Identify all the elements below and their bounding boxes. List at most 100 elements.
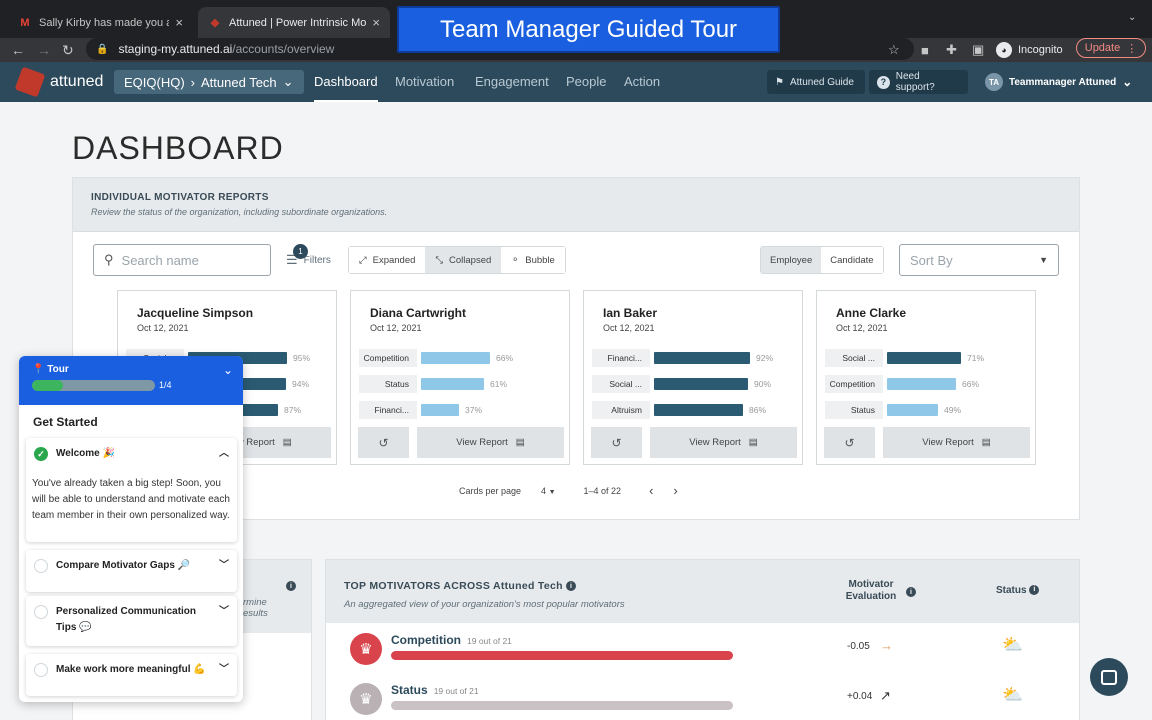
tab-title: Sally Kirby has made you a Tea [39, 16, 170, 29]
info-icon[interactable]: i [566, 581, 577, 592]
chevron-down-icon[interactable]: ﹀ [219, 606, 229, 617]
need-support-button[interactable]: ? Need support? [869, 70, 968, 94]
close-icon[interactable]: × [175, 15, 183, 30]
filter-count-badge: 1 [293, 244, 308, 259]
view-collapsed-button[interactable]: ⤡ Collapsed [425, 247, 502, 273]
org-selector[interactable]: EQIQ(HQ) › Attuned Tech ⌄ [114, 70, 304, 94]
view-report-button[interactable]: View Report ▤ [650, 427, 797, 458]
next-page-icon[interactable]: › [673, 483, 678, 498]
history-button[interactable]: ↺ [591, 427, 642, 458]
info-icon[interactable]: i [906, 587, 916, 597]
view-report-button[interactable]: View Report ▤ [417, 427, 564, 458]
report-card[interactable]: Anne Clarke Oct 12, 2021 Social ... 71% Comp… [816, 290, 1036, 465]
card-footer: ↺ View Report ▤ [358, 427, 564, 458]
chevron-down-icon: ⌄ [1122, 75, 1133, 89]
browser-tab-attuned[interactable]: ◆ Attuned | Power Intrinsic Motiv × [198, 7, 390, 38]
filters-button[interactable]: ☰ 1 Filters [286, 244, 331, 268]
nav-engagement[interactable]: Engagement [475, 74, 549, 89]
sidepanel-icon[interactable]: ▣ [972, 42, 985, 57]
tour-label: 📍 Tour [32, 364, 69, 375]
panel-header: INDIVIDUAL MOTIVATOR REPORTS Review the … [73, 178, 1079, 232]
tab-search-icon[interactable]: ⌄ [1128, 12, 1137, 23]
motivator-label: Altruism [592, 401, 650, 419]
tour-header: 📍 Tour ⌄ 1/4 [19, 356, 243, 405]
view-report-button[interactable]: View Report ▤ [883, 427, 1030, 458]
caret-down-icon: ▼ [548, 488, 556, 496]
extension-icon[interactable]: ■ [921, 42, 929, 58]
panel-title: INDIVIDUAL MOTIVATOR REPORTS [91, 192, 269, 203]
tour-step[interactable]: Personalized Communication Tips 💬 ﹀ [26, 596, 237, 646]
step-header: Personalized Communication Tips 💬 ﹀ [34, 604, 229, 636]
incognito-indicator[interactable]: ◕ Incognito [996, 38, 1063, 62]
motivator-bar [391, 651, 733, 660]
chevron-up-icon[interactable]: ︿ [219, 448, 229, 459]
report-card[interactable]: Ian Baker Oct 12, 2021 Financi... 92% Social… [583, 290, 803, 465]
reload-icon[interactable]: ↻ [62, 42, 74, 58]
top-motivator-row[interactable]: ♛ Competition 19 out of 21 -0.05 → ⛅ [350, 633, 1070, 669]
motivator-bar [887, 378, 956, 390]
top-motivators-subtitle: An aggregated view of your organization'… [344, 599, 625, 610]
history-button[interactable]: ↺ [824, 427, 875, 458]
nav-action[interactable]: Action [624, 74, 661, 89]
chevron-down-icon[interactable]: ﹀ [219, 560, 229, 571]
search-input[interactable] [121, 252, 252, 268]
user-menu[interactable]: TA Teammanager Attuned ⌄ [985, 70, 1132, 94]
candidate-toggle[interactable]: Candidate [821, 247, 883, 273]
view-bubble-button[interactable]: ⚬ Bubble [501, 247, 565, 273]
nav-dashboard[interactable]: Dashboard [314, 62, 378, 102]
history-icon: ↺ [611, 435, 622, 450]
attuned-logo[interactable]: attuned [14, 66, 103, 98]
motivator-label: Status [825, 401, 883, 419]
info-icon[interactable]: i [1029, 585, 1040, 596]
employee-candidate-toggle: Employee Candidate [760, 246, 884, 274]
nav-motivation[interactable]: Motivation [395, 74, 455, 89]
motivator-name: Competition 19 out of 21 [391, 633, 512, 647]
update-button[interactable]: Update ⋮ [1076, 38, 1146, 58]
chevron-down-icon[interactable]: ﹀ [219, 664, 229, 675]
col-eval-label: Motivator Evaluation [845, 579, 897, 602]
employee-toggle[interactable]: Employee [761, 247, 822, 273]
collapse-tour-icon[interactable]: ⌄ [223, 363, 234, 377]
cards-per-page-value: 4 [541, 485, 547, 496]
tour-step[interactable]: Make work more meaningful 💪 ﹀ [26, 654, 237, 696]
motivator-name: Status 19 out of 21 [391, 683, 479, 697]
report-card[interactable]: Diana Cartwright Oct 12, 2021 Competition 6… [350, 290, 570, 465]
pagination: Cards per page 4 ▼ 1–4 of 22 ‹ › [459, 483, 678, 498]
top-motivator-row[interactable]: ♛ Status 19 out of 21 +0.04 ↗ ⛅ [350, 683, 1070, 719]
tour-step[interactable]: Compare Motivator Gaps 🔎 ﹀ [26, 550, 237, 592]
motivator-percent: 71% [967, 353, 985, 363]
chat-launcher-button[interactable] [1090, 658, 1128, 696]
employee-name: Anne Clarke [836, 306, 907, 320]
browser-tab-gmail[interactable]: M Sally Kirby has made you a Tea × [8, 7, 193, 38]
tour-progress-text: 1/4 [159, 380, 172, 390]
view-report-label: View Report [223, 437, 275, 448]
nav-people[interactable]: People [566, 74, 607, 89]
tour-step[interactable]: ✓ Welcome 🎉 ︿ You've already taken a big st… [26, 438, 237, 542]
motivator-count: 19 out of 21 [467, 636, 512, 646]
close-icon[interactable]: × [372, 15, 380, 30]
search-box[interactable]: ⚲ [93, 244, 271, 276]
prev-page-icon[interactable]: ‹ [649, 483, 654, 498]
motivator-percent: 94% [292, 379, 310, 389]
motivator-icon: ♛ [350, 633, 382, 665]
url-host: staging-my.attuned.ai [118, 42, 233, 56]
card-footer: ↺ View Report ▤ [591, 427, 797, 458]
view-expanded-button[interactable]: ⤢ Expanded [349, 247, 426, 273]
back-icon[interactable]: ← [11, 42, 25, 58]
history-button[interactable]: ↺ [358, 427, 409, 458]
avatar: TA [985, 73, 1003, 91]
star-icon[interactable]: ☆ [888, 42, 900, 57]
flag-icon: ⚑ [775, 76, 784, 88]
motivator-row: Financi... 37% [359, 400, 564, 420]
lock-icon: 🔒 [96, 43, 109, 55]
tour-progress-bar [32, 380, 155, 391]
cards-per-page-select[interactable]: 4 ▼ [541, 486, 555, 496]
incognito-icon: ◕ [996, 42, 1012, 58]
puzzle-icon[interactable]: ✚ [946, 42, 957, 57]
info-icon[interactable]: i [286, 581, 296, 591]
attuned-guide-button[interactable]: ⚑ Attuned Guide [767, 70, 865, 94]
filter-icon: ☰ 1 [286, 244, 308, 268]
sort-by-select[interactable]: Sort By ▼ [899, 244, 1059, 276]
top-motivators-panel: TOP MOTIVATORS ACROSS Attuned Tech i An … [325, 559, 1080, 720]
forward-icon[interactable]: → [37, 42, 51, 58]
